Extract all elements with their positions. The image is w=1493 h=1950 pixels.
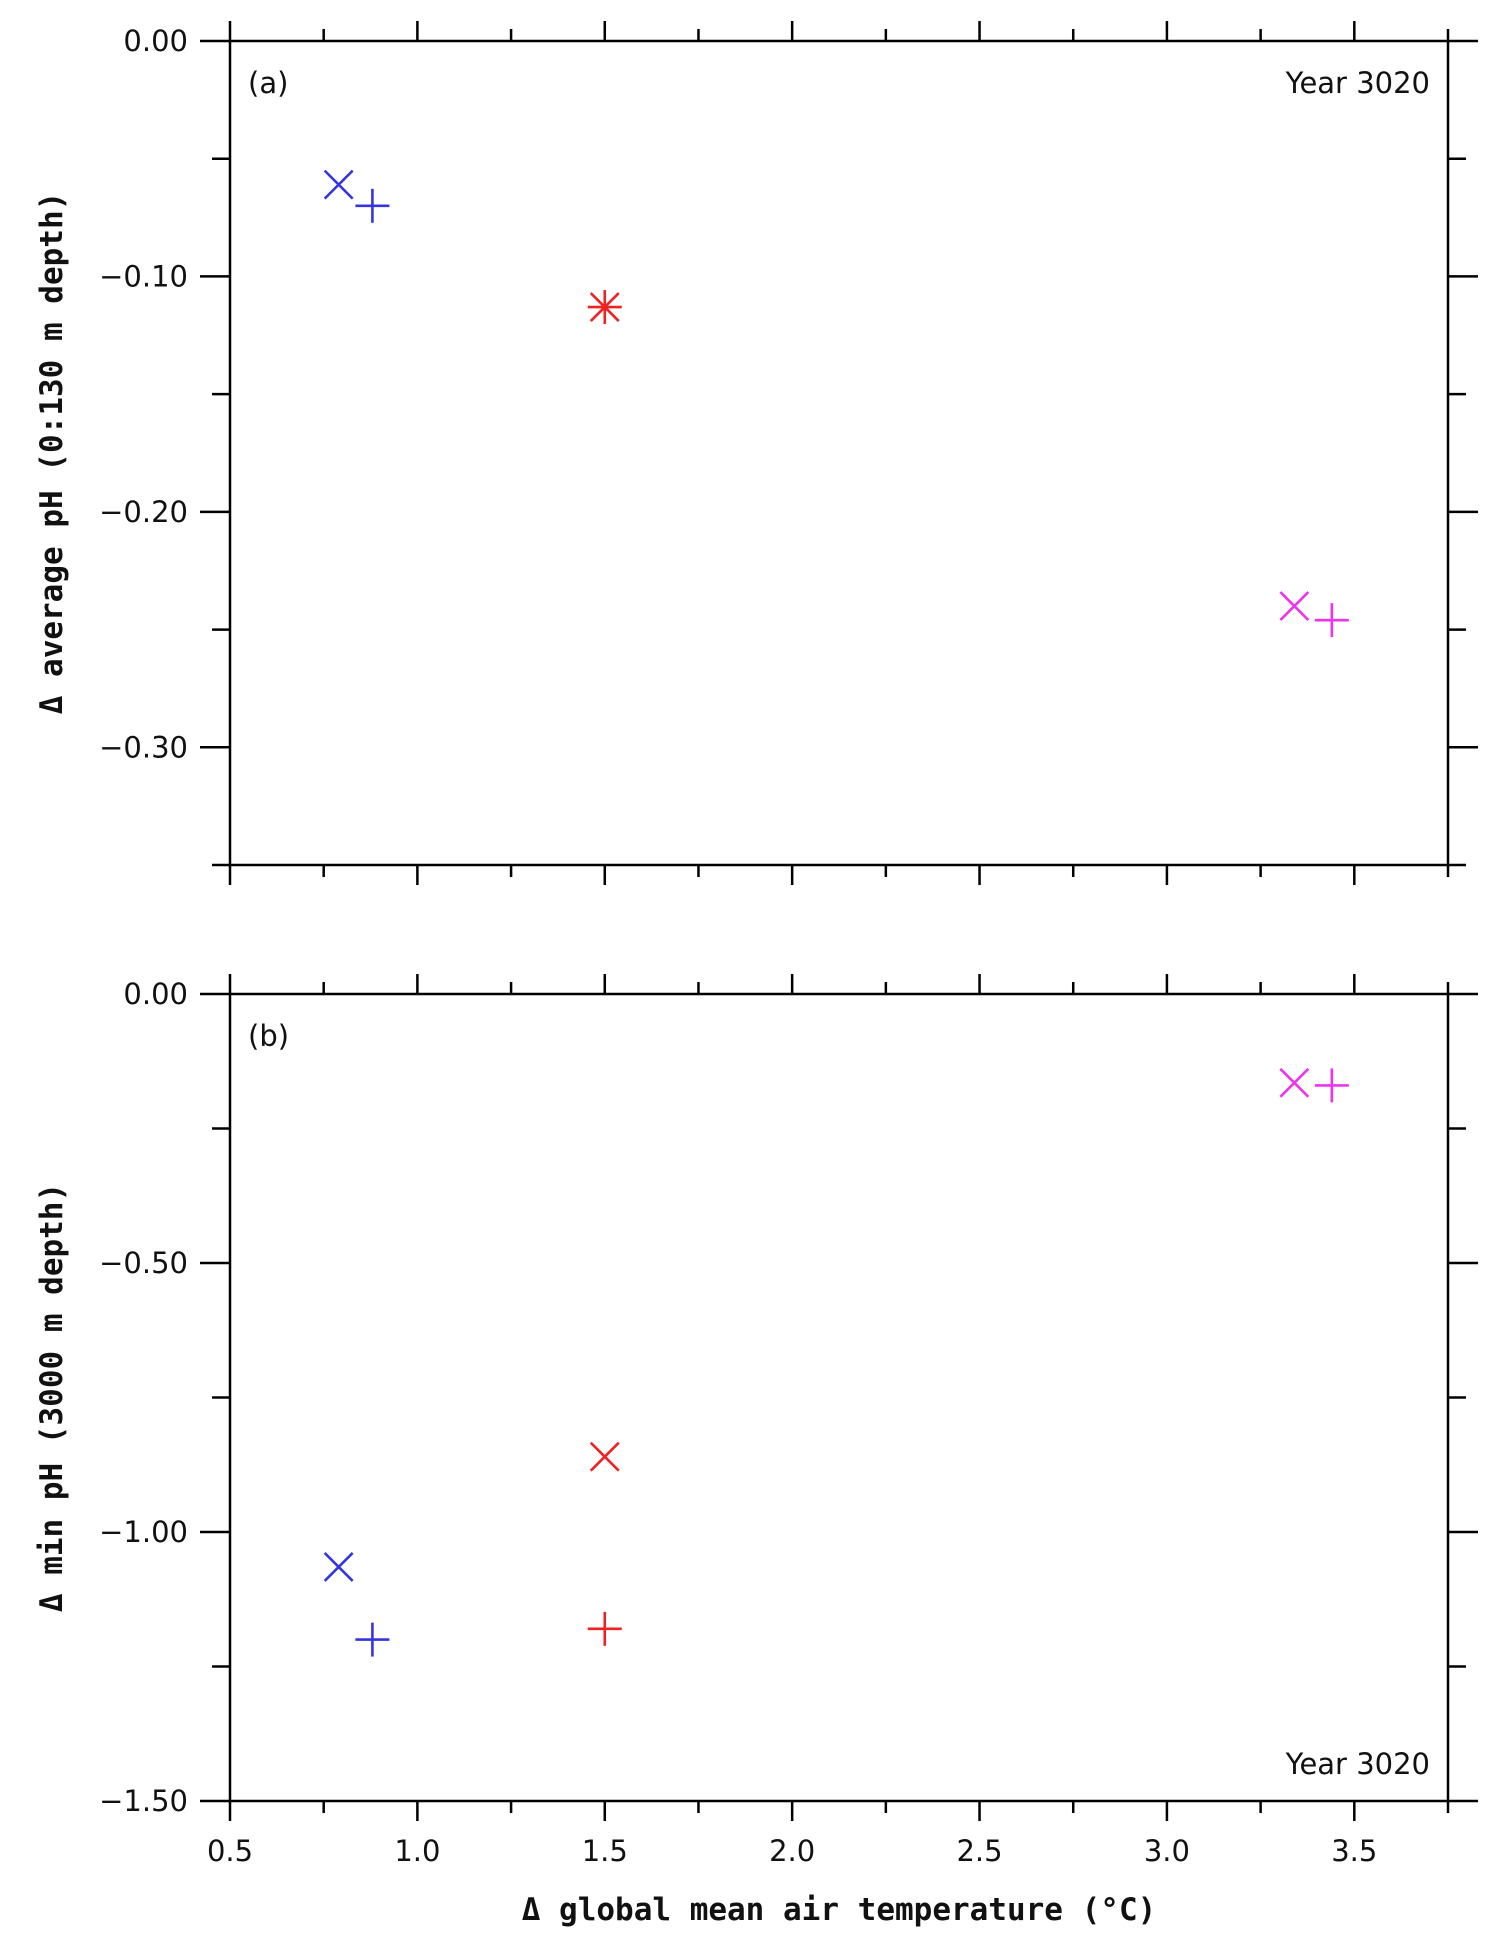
y-tick-label: −1.00	[99, 1515, 188, 1549]
y-axis-label-b: Δ min pH (3000 m depth)	[34, 1183, 70, 1612]
panel-label-b: (b)	[248, 1019, 289, 1053]
data-point-+	[1314, 603, 1349, 638]
data-point-+	[355, 188, 390, 223]
x-tick-label: 1.5	[582, 1834, 628, 1868]
y-tick-label: −0.50	[99, 1246, 188, 1280]
y-tick-label: −1.50	[99, 1784, 188, 1818]
ticks-b: 0.00 −0.50 −1.00 −1.50 0.5 1.0 1.5 2.0 2.5 3.0 3.5	[99, 974, 1478, 1868]
data-points-a	[323, 169, 1349, 638]
y-axis-label-a: Δ average pH (0:130 m depth)	[34, 192, 70, 715]
x-tick-label: 1.0	[394, 1834, 440, 1868]
x-tick-label: 2.0	[769, 1834, 815, 1868]
x-tick-label: 3.5	[1331, 1834, 1377, 1868]
panel-a: 0.00 −0.10 −0.20 −0.30 (a) Year 3020 Δ aver…	[34, 21, 1478, 885]
year-annotation-a: Year 3020	[1285, 66, 1430, 100]
y-tick-label: −0.10	[99, 259, 188, 293]
data-point-x	[323, 1552, 354, 1582]
y-tick-label: −0.20	[99, 495, 188, 529]
x-axis-label: Δ global mean air temperature (°C)	[522, 1892, 1157, 1928]
x-tick-label: 3.0	[1144, 1834, 1190, 1868]
data-point-+	[1314, 1068, 1349, 1103]
data-points-b	[323, 1067, 1349, 1657]
panel-label-a: (a)	[248, 66, 288, 100]
y-tick-label: 0.00	[123, 977, 188, 1011]
data-point-+	[355, 1622, 390, 1657]
ticks-a: 0.00 −0.10 −0.20 −0.30	[99, 21, 1478, 885]
panel-b: 0.00 −0.50 −1.00 −1.50 0.5 1.0 1.5 2.0 2.5 3.0 3.5…	[34, 974, 1478, 1928]
x-tick-label: 0.5	[207, 1834, 253, 1868]
data-point-x	[1279, 1067, 1310, 1098]
data-point-+	[587, 1611, 622, 1646]
x-tick-label: 2.5	[956, 1834, 1002, 1868]
plot-frame-a	[228, 39, 1450, 867]
y-tick-label: −0.30	[99, 730, 188, 764]
data-point-x	[1279, 591, 1310, 621]
y-tick-label: 0.00	[123, 24, 188, 58]
year-annotation-b: Year 3020	[1285, 1747, 1430, 1781]
data-point-asterisk	[587, 290, 622, 325]
data-point-x	[589, 1441, 620, 1472]
plot-frame-b	[228, 992, 1450, 1803]
data-point-x	[323, 169, 354, 200]
